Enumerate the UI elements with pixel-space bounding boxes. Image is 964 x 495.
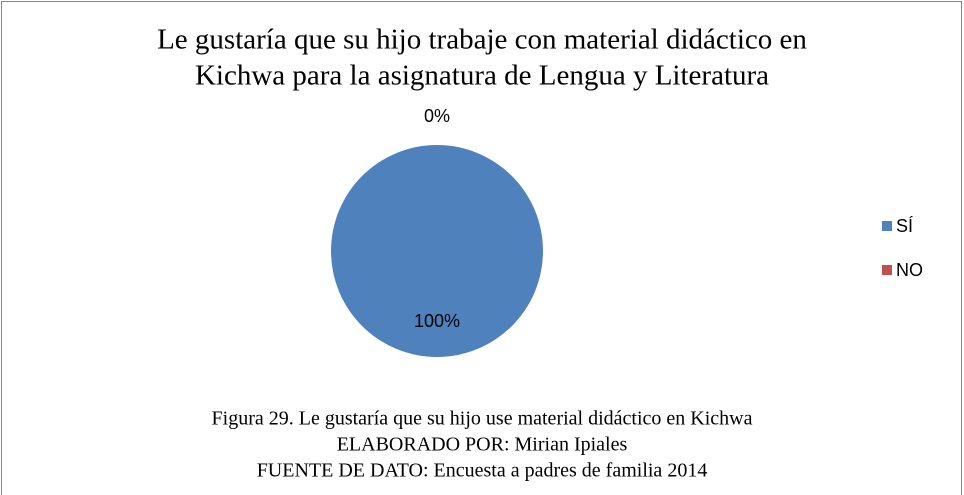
legend-label: NO — [896, 260, 923, 280]
pie-slice — [331, 145, 543, 357]
legend-swatch — [882, 265, 892, 275]
data-label: 0% — [424, 106, 450, 126]
chart-title: Le gustaría que su hijo trabaje con mate… — [157, 24, 807, 56]
data-label: 100% — [414, 311, 460, 331]
legend-swatch — [882, 221, 892, 231]
legend-label: SÍ — [896, 216, 913, 236]
chart-title: Kichwa para la asignatura de Lengua y Li… — [195, 60, 769, 92]
caption: ELABORADO POR: Mirian Ipiales — [337, 434, 628, 456]
caption: FUENTE DE DATO: Encuesta a padres de fam… — [257, 460, 708, 482]
caption: Figura 29. Le gustaría que su hijo use m… — [212, 408, 753, 430]
